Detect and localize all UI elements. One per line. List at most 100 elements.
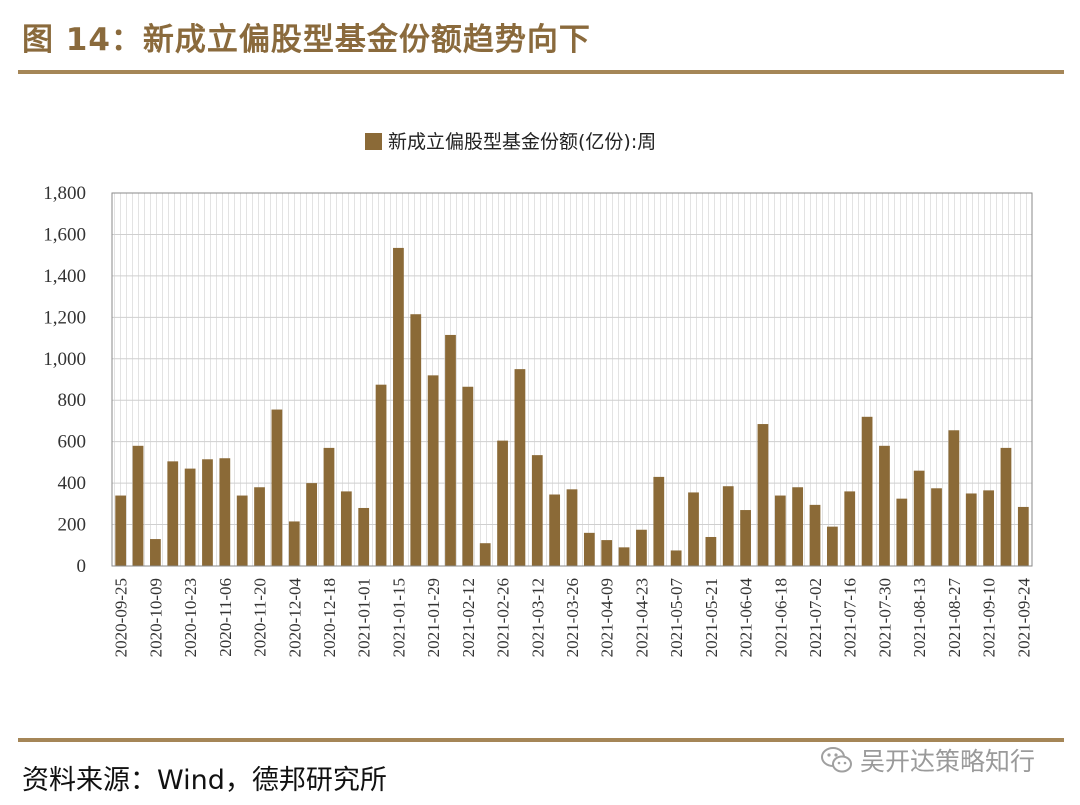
y-tick-label: 1,200 xyxy=(43,307,86,328)
y-tick-label: 200 xyxy=(58,515,87,536)
x-tick-label: 2021-03-12 xyxy=(528,578,547,657)
bar xyxy=(479,543,491,566)
bar xyxy=(688,492,699,566)
watermark-text: 吴开达策略知行 xyxy=(860,747,1036,776)
x-tick-label: 2021-01-15 xyxy=(389,578,408,657)
bar xyxy=(254,487,265,566)
x-tick-label: 2021-02-12 xyxy=(459,578,478,657)
bar xyxy=(340,491,352,566)
wechat-icon xyxy=(821,747,852,773)
bar xyxy=(965,493,977,566)
bar xyxy=(167,461,179,566)
y-tick-label: 600 xyxy=(58,432,87,453)
bar xyxy=(531,455,543,566)
bar xyxy=(583,532,595,566)
bar xyxy=(184,468,196,566)
bar xyxy=(948,430,960,566)
bar xyxy=(514,369,526,566)
bar xyxy=(445,334,456,566)
bar xyxy=(271,409,283,566)
bar xyxy=(601,540,613,566)
source-note: 资料来源：Wind，德邦研究所 xyxy=(22,765,387,796)
watermark: 吴开达策略知行 xyxy=(820,740,1035,780)
x-tick-label: 2021-09-24 xyxy=(1014,578,1033,658)
bar xyxy=(879,445,890,566)
x-tick-label: 2021-09-10 xyxy=(980,578,999,657)
bar xyxy=(931,488,942,566)
plot-area: 0 200 400 600 800 1,000 1,200 1,400 1,600 1,800 20… xyxy=(43,183,1033,657)
x-tick-label: 2021-06-04 xyxy=(737,578,756,658)
y-tick-label: 1,800 xyxy=(43,183,86,204)
plot-frame xyxy=(111,192,1033,567)
x-tick-label: 2021-05-07 xyxy=(667,578,686,658)
bar xyxy=(896,498,908,566)
x-tick-label: 2021-06-18 xyxy=(771,578,790,657)
bar xyxy=(861,416,873,566)
bar xyxy=(983,490,994,566)
x-tick-label: 2021-02-26 xyxy=(494,578,513,657)
bar xyxy=(757,424,769,566)
legend-swatch xyxy=(365,133,382,150)
bar xyxy=(826,526,838,566)
bar xyxy=(323,447,335,566)
bar xyxy=(358,507,370,566)
x-tick-label: 2021-04-23 xyxy=(632,578,651,657)
bar xyxy=(410,314,422,566)
bar xyxy=(462,386,474,566)
bar xyxy=(740,510,751,566)
bar xyxy=(115,495,127,566)
y-tick-label: 1,600 xyxy=(43,224,86,245)
x-tick-label: 2020-11-20 xyxy=(251,578,270,657)
figure-title: 图 14：新成立偏股型基金份额趋势向下 xyxy=(22,22,591,58)
legend-label: 新成立偏股型基金份额(亿份):周 xyxy=(388,131,656,153)
x-tick-label: 2021-07-30 xyxy=(875,578,894,657)
bar xyxy=(1000,447,1012,566)
bar xyxy=(913,470,925,566)
bar xyxy=(809,504,821,566)
bottom-rule xyxy=(18,738,1064,742)
x-tick-label: 2021-07-02 xyxy=(806,578,825,657)
x-tick-label: 2021-08-27 xyxy=(945,578,964,658)
x-tick-label: 2021-04-09 xyxy=(598,578,617,657)
y-tick-label: 800 xyxy=(58,390,87,411)
y-tick-label: 400 xyxy=(58,473,87,494)
bar xyxy=(427,375,439,566)
bar xyxy=(844,491,856,566)
bar xyxy=(636,529,647,566)
bar xyxy=(393,247,404,567)
bar xyxy=(670,550,682,566)
y-tick-label: 1,000 xyxy=(43,349,86,370)
x-tick-label: 2021-05-21 xyxy=(702,578,721,657)
bar xyxy=(705,536,717,566)
bar-chart: 新成立偏股型基金份额(亿份):周 0 200 400 600 800 1,000 1,200… xyxy=(43,131,1033,657)
x-tick-label: 2021-07-16 xyxy=(841,578,860,657)
bar xyxy=(236,495,248,566)
bar xyxy=(150,539,161,566)
x-tick-label: 2020-12-18 xyxy=(320,578,339,657)
top-rule xyxy=(18,70,1064,74)
bar xyxy=(1017,506,1029,566)
y-tick-label: 0 xyxy=(77,556,87,577)
x-tick-label: 2021-03-26 xyxy=(563,578,582,657)
bar xyxy=(566,489,578,566)
y-tick-label: 1,400 xyxy=(43,266,86,287)
bar xyxy=(653,476,665,566)
x-tick-label: 2020-11-06 xyxy=(216,578,235,657)
bar xyxy=(306,483,318,566)
bar xyxy=(497,440,508,566)
x-tick-label: 2020-10-23 xyxy=(181,578,200,657)
chart-legend: 新成立偏股型基金份额(亿份):周 xyxy=(365,131,656,153)
bar xyxy=(202,459,213,566)
bar xyxy=(219,458,231,566)
bar xyxy=(375,384,387,566)
bar xyxy=(132,445,144,566)
x-tick-label: 2021-08-13 xyxy=(910,578,929,657)
bar xyxy=(722,486,734,566)
x-tick-label: 2020-12-04 xyxy=(285,578,304,658)
x-tick-label: 2020-10-09 xyxy=(146,578,165,657)
bar xyxy=(618,547,630,566)
bar xyxy=(288,521,300,566)
bar xyxy=(792,487,804,566)
x-tick-label: 2020-09-25 xyxy=(112,578,131,657)
x-tick-label: 2021-01-29 xyxy=(424,578,443,657)
